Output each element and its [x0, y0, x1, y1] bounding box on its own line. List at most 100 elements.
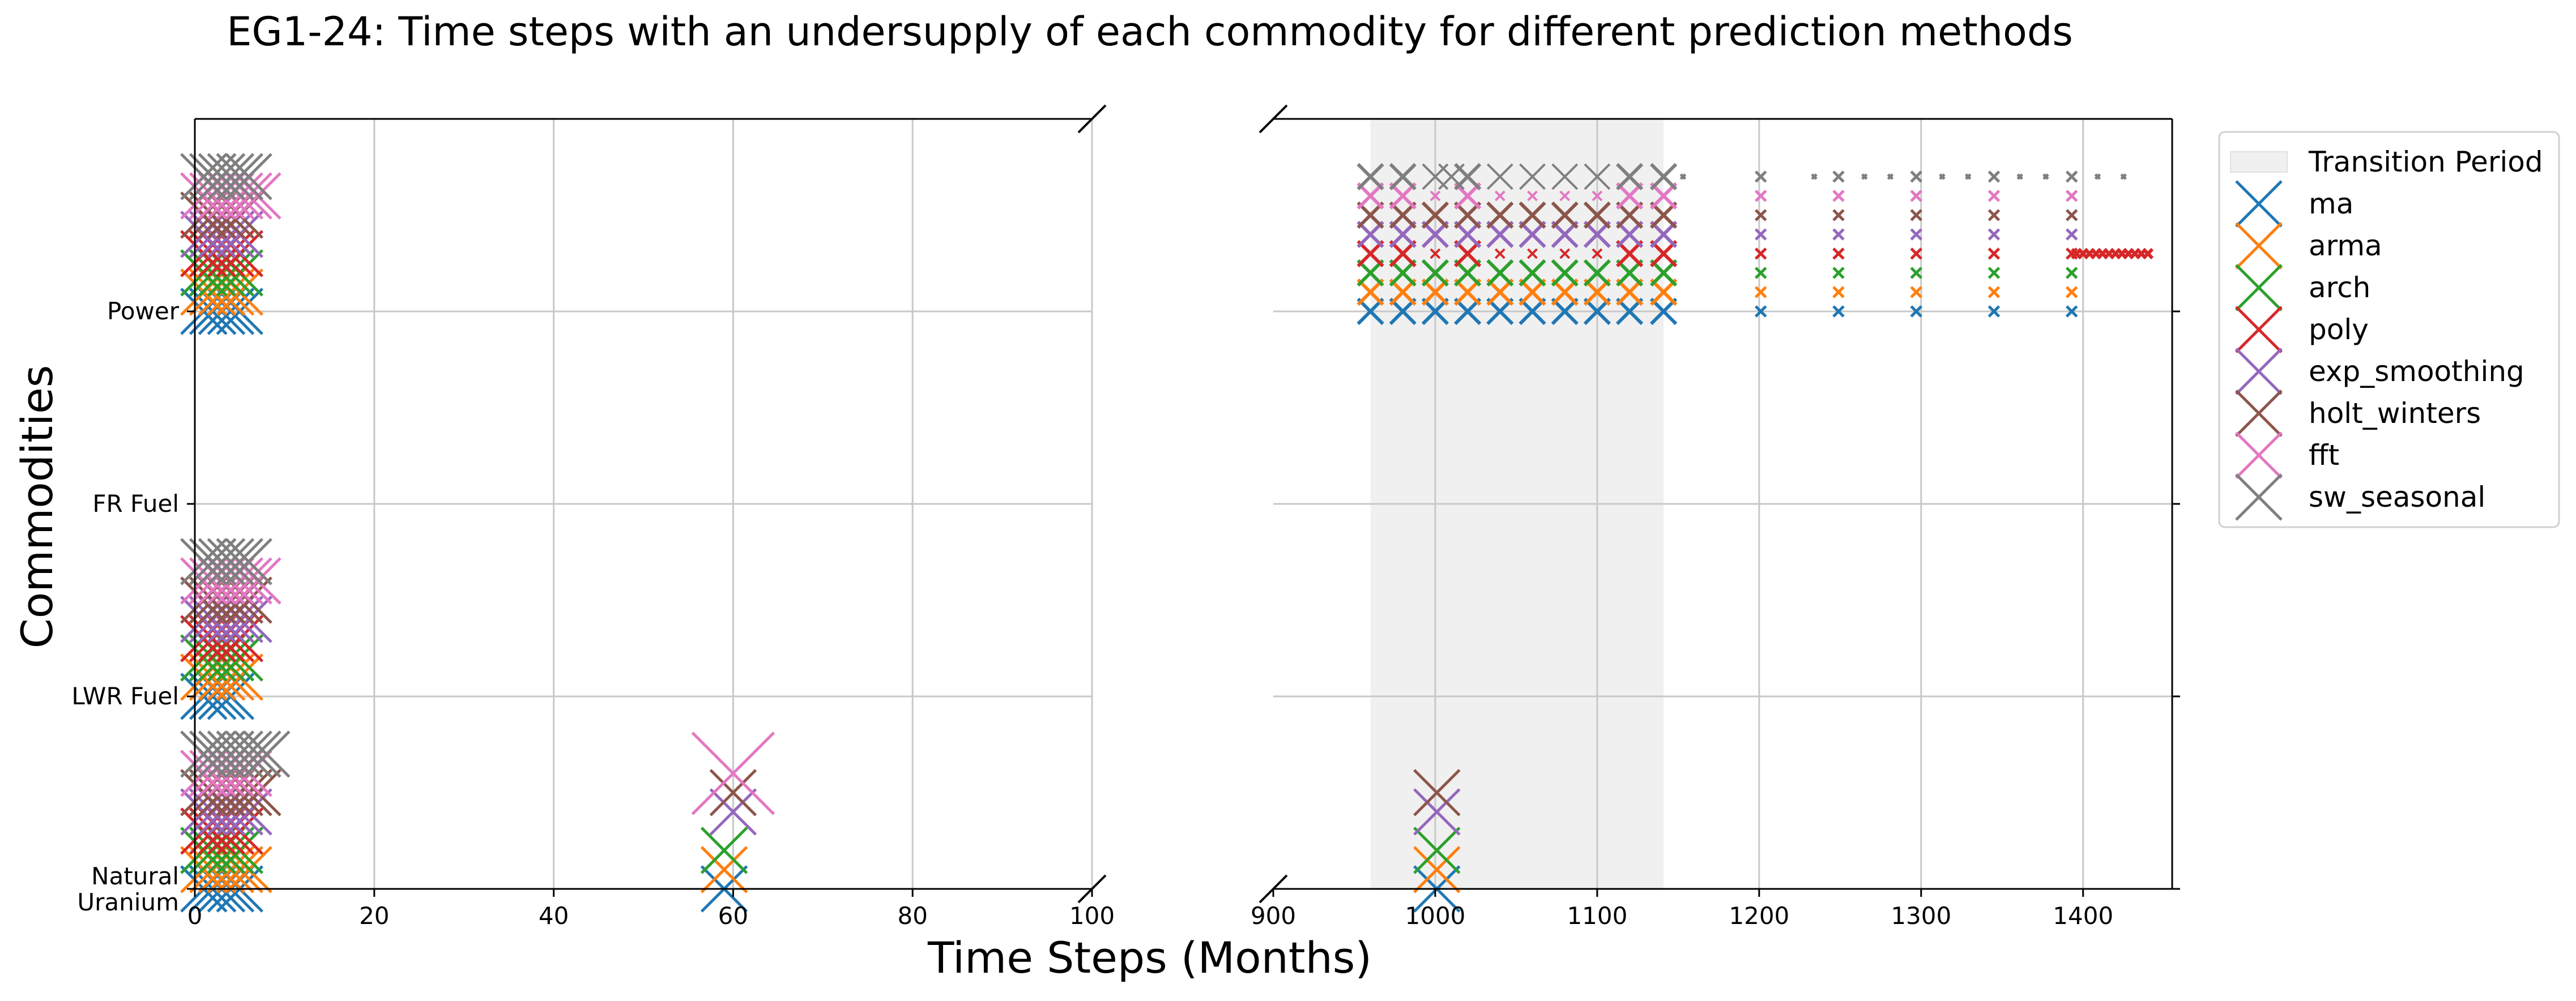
- data-point-sw_seasonal: [1887, 173, 1894, 180]
- x-tick-label: 100: [1069, 902, 1115, 930]
- data-point-arch: [1389, 259, 1417, 287]
- data-point-arma: [1583, 278, 1611, 306]
- data-point-holt_winters: [1910, 209, 1922, 221]
- data-point-holt_winters: [1754, 209, 1767, 221]
- data-point-arma: [1519, 278, 1546, 306]
- data-point-holt_winters: [1357, 201, 1384, 229]
- data-point-sw_seasonal: [180, 153, 228, 200]
- data-point-exp_smoothing: [1754, 228, 1767, 241]
- data-point-arma: [1551, 278, 1579, 306]
- data-point-exp_smoothing: [1486, 220, 1514, 249]
- data-point-sw_seasonal: [1551, 163, 1579, 190]
- data-point-sw_seasonal: [1861, 173, 1868, 180]
- data-point-sw_seasonal: [189, 730, 237, 778]
- data-point-ma: [1754, 305, 1767, 318]
- data-point-fft: [1754, 190, 1767, 202]
- data-point-fft: [1430, 190, 1441, 202]
- data-point-poly: [1650, 239, 1678, 268]
- legend-label: sw_seasonal: [2309, 481, 2485, 514]
- data-point-exp_smoothing: [1357, 220, 1384, 249]
- data-point-fft: [691, 732, 775, 815]
- data-point-sw_seasonal: [1832, 170, 1845, 183]
- data-point-sw_seasonal: [180, 538, 228, 585]
- data-point-ma: [1988, 305, 2001, 318]
- data-point-arma: [1754, 286, 1767, 298]
- legend-entry: Transition Period: [2230, 146, 2543, 178]
- data-point-exp_smoothing: [1988, 228, 2001, 241]
- data-point-fft: [1910, 190, 1922, 202]
- data-point-ma: [1832, 305, 1845, 318]
- legend-box: [2218, 131, 2560, 528]
- data-point-sw_seasonal: [207, 538, 255, 585]
- data-point-fft: [1615, 182, 1644, 210]
- data-point-sw_seasonal: [225, 538, 272, 585]
- x-tick-label: 1200: [1729, 902, 1789, 930]
- data-point-ma: [1551, 297, 1579, 326]
- data-point-sw_seasonal: [234, 730, 282, 778]
- data-point-exp_smoothing: [1454, 220, 1482, 249]
- data-point-sw_seasonal: [216, 538, 263, 585]
- data-point-poly: [1357, 239, 1384, 268]
- data-point-arma: [1832, 286, 1845, 298]
- chart-title: EG1-24: Time steps with an undersupply o…: [227, 8, 2073, 55]
- legend-entry: sw_seasonal: [2235, 473, 2485, 521]
- data-point-sw_seasonal: [1988, 170, 2001, 183]
- data-point-sw_seasonal: [207, 730, 255, 778]
- data-point-holt_winters: [1988, 209, 2001, 221]
- data-point-ma: [1910, 305, 1922, 318]
- legend-entry: fft: [2235, 431, 2339, 479]
- data-point-sw_seasonal: [1454, 162, 1482, 191]
- data-point-sw_seasonal: [1910, 170, 1922, 183]
- data-point-arma: [2065, 286, 2078, 298]
- right-panel: 900 1000 1100 1200 1300 1400: [1251, 104, 2180, 930]
- data-point-exp_smoothing: [1910, 228, 1922, 241]
- data-point-holt_winters: [1421, 201, 1449, 229]
- x-tick-label: 80: [897, 902, 927, 930]
- legend-label: holt_winters: [2309, 397, 2481, 430]
- data-point-ma: [1389, 297, 1417, 326]
- legend-entry: holt_winters: [2235, 390, 2481, 437]
- legend-marker: [2235, 348, 2283, 395]
- data-point-arch: [1832, 267, 1845, 279]
- data-point-fft: [1592, 190, 1603, 202]
- data-point-arch: [1413, 827, 1461, 874]
- data-point-fft: [1357, 182, 1384, 210]
- data-point-ma: [1583, 297, 1611, 326]
- data-point-arma: [1413, 846, 1461, 893]
- data-point-sw_seasonal: [207, 153, 255, 200]
- legend-entry: exp_smoothing: [2235, 348, 2524, 395]
- data-point-arch: [2065, 267, 2078, 279]
- data-point-holt_winters: [1389, 201, 1417, 229]
- data-point-poly: [1988, 247, 2001, 260]
- data-point-sw_seasonal: [1679, 173, 1687, 180]
- data-point-holt_winters: [1583, 201, 1611, 229]
- data-point-poly: [1494, 248, 1505, 259]
- data-point-sw_seasonal: [242, 730, 291, 778]
- data-point-sw_seasonal: [198, 538, 246, 585]
- legend-label: arch: [2309, 271, 2370, 304]
- y-tick-label: LWR Fuel: [71, 682, 179, 710]
- legend-label: exp_smoothing: [2309, 355, 2524, 388]
- data-point-arch: [700, 827, 748, 874]
- data-point-sw_seasonal: [2016, 173, 2023, 180]
- data-point-poly: [1592, 248, 1603, 259]
- data-point-sw_seasonal: [1964, 173, 1972, 180]
- legend-marker: [2235, 306, 2283, 353]
- data-point-arch: [1421, 259, 1449, 287]
- data-point-ma: [2065, 305, 2078, 318]
- data-point-poly: [1754, 247, 1767, 260]
- data-point-sw_seasonal: [1357, 162, 1384, 191]
- data-point-arch: [1486, 259, 1514, 287]
- data-point-holt_winters: [2065, 209, 2078, 221]
- data-point-ma: [1357, 297, 1384, 326]
- left-panel: 0 20 40 60 80 100 Natural Uranium LWR Fuel FR Fue…: [71, 104, 1115, 930]
- data-point-poly: [1559, 248, 1571, 259]
- data-point-arch: [1988, 267, 2001, 279]
- data-point-sw_seasonal: [189, 538, 237, 585]
- data-point-sw_seasonal: [198, 730, 246, 778]
- data-point-ma: [1486, 297, 1514, 326]
- legend: Transition Period ma arma arch poly exp_smoot…: [2218, 131, 2560, 528]
- data-point-exp_smoothing: [1832, 228, 1845, 241]
- data-point-holt_winters: [1615, 201, 1644, 229]
- data-point-exp_smoothing: [1551, 220, 1579, 249]
